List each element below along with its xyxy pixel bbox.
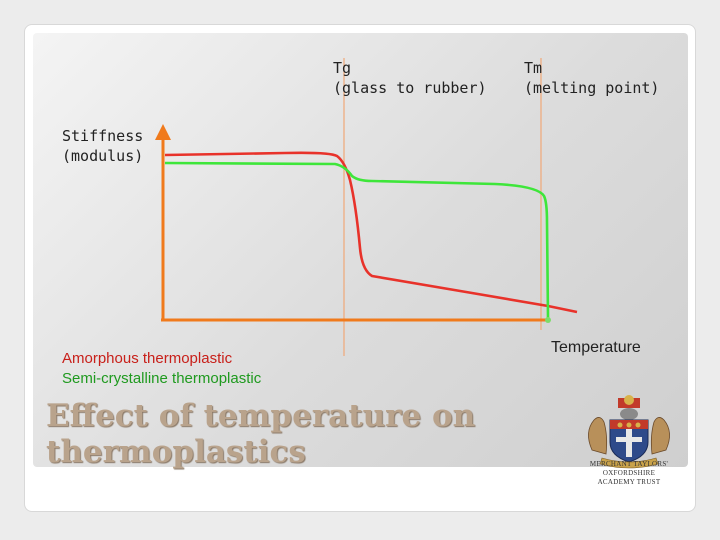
- y-axis-arrowhead: [155, 124, 171, 140]
- tm-label: Tm (melting point): [524, 58, 659, 98]
- slide-title: Effect of temperature on thermoplastics: [46, 398, 546, 470]
- x-axis-label: Temperature: [551, 339, 641, 356]
- tm-label-line1: Tm: [524, 59, 543, 77]
- legend-semicrystalline: Semi-crystalline thermoplastic: [62, 370, 262, 387]
- y-axis-label: Stiffness (modulus): [62, 126, 143, 166]
- logo-text-line2: OXFORDSHIRE: [602, 469, 656, 477]
- semicrystalline-curve: [164, 161, 550, 319]
- y-axis-label-line1: Stiffness: [62, 127, 144, 145]
- tm-label-line2: (melting point): [524, 79, 660, 97]
- tg-label: Tg (glass to rubber): [333, 58, 487, 98]
- amorphous-curve: [164, 151, 578, 314]
- coat-of-arms-icon: [588, 395, 670, 469]
- curve-end-marker: [545, 317, 551, 323]
- tg-label-line1: Tg: [333, 59, 352, 77]
- logo-caption: MERCHANT TAYLORS' OXFORDSHIRE ACADEMY TR…: [564, 460, 694, 487]
- logo-text-line3: ACADEMY TRUST: [597, 478, 661, 486]
- y-axis-label-line2: (modulus): [62, 147, 144, 165]
- slide-title-line2: thermoplastics: [46, 434, 306, 470]
- logo-text-line1: MERCHANT TAYLORS': [589, 460, 669, 468]
- tg-label-line2: (glass to rubber): [333, 79, 487, 97]
- slide-title-line1: Effect of temperature on: [46, 398, 476, 434]
- legend-amorphous: Amorphous thermoplastic: [62, 350, 233, 367]
